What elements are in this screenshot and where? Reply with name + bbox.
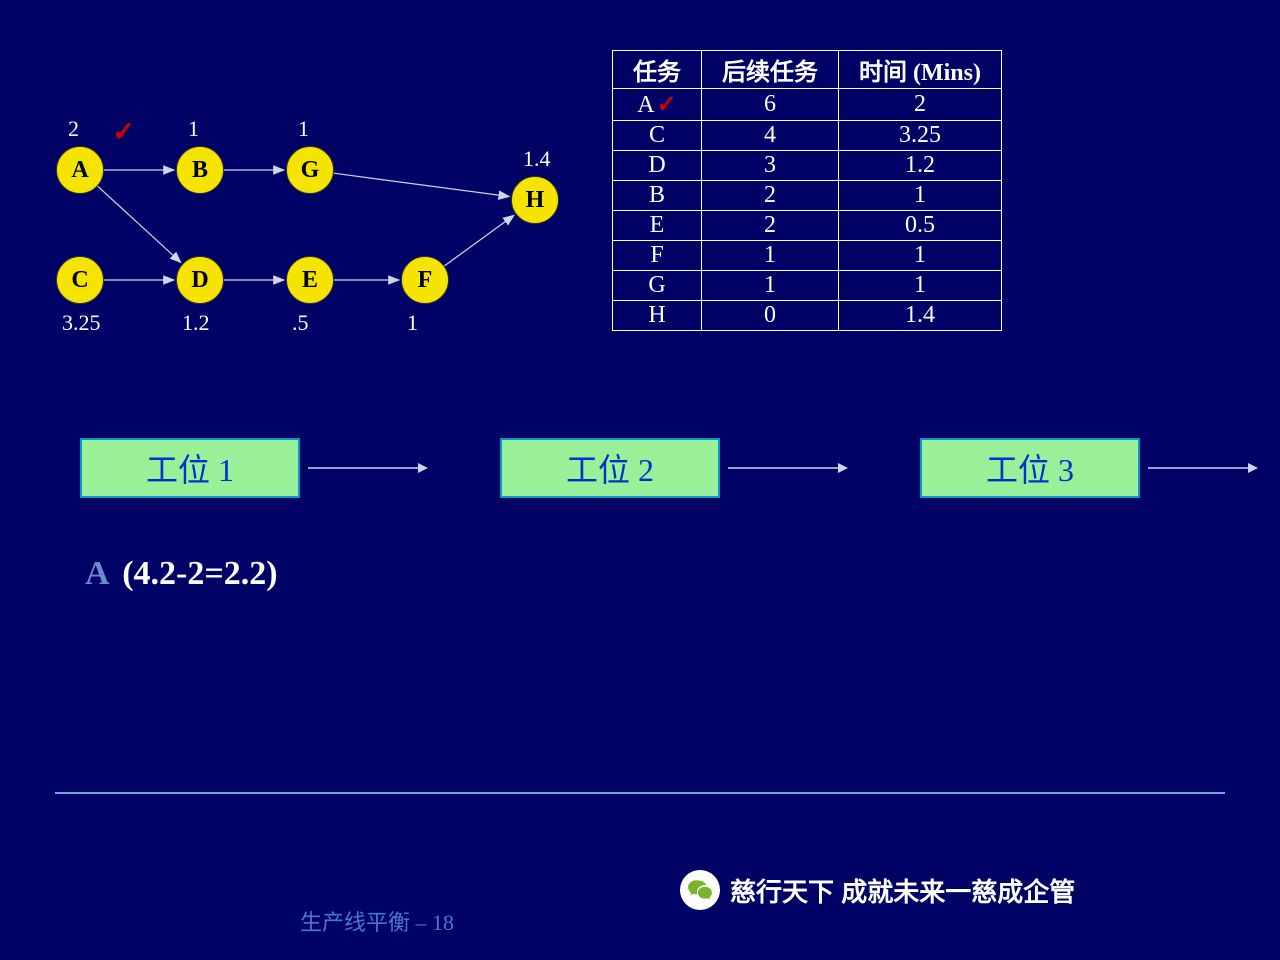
table-row: H01.4 — [613, 301, 1002, 331]
cell-task: C — [613, 121, 702, 151]
table-row: D31.2 — [613, 151, 1002, 181]
table-row: A✓62 — [613, 89, 1002, 121]
node-A: A — [56, 146, 104, 194]
footer-brand-text: 慈行天下 成就未来一慈成企管 — [730, 872, 1075, 909]
station-box-3: 工位 3 — [920, 438, 1140, 498]
wechat-icon — [680, 870, 720, 910]
edge-F-H — [444, 215, 514, 266]
cell-followers: 3 — [702, 151, 839, 181]
cell-task: B — [613, 181, 702, 211]
table-row: G11 — [613, 271, 1002, 301]
cell-time: 0.5 — [839, 211, 1002, 241]
edge-G-H — [334, 173, 509, 196]
station-arrow-1 — [308, 458, 430, 478]
table-header-1: 后续任务 — [702, 51, 839, 89]
station-box-2: 工位 2 — [500, 438, 720, 498]
node-label-G: 1 — [298, 116, 309, 142]
cell-time: 3.25 — [839, 121, 1002, 151]
cell-followers: 2 — [702, 211, 839, 241]
cell-task: E — [613, 211, 702, 241]
node-B: B — [176, 146, 224, 194]
node-label-F: 1 — [407, 310, 418, 336]
table-row: C43.25 — [613, 121, 1002, 151]
footer-brand: 慈行天下 成就未来一慈成企管 — [680, 870, 1075, 910]
calculation-text: A (4.2-2=2.2) — [85, 555, 278, 593]
footer-divider — [55, 792, 1225, 794]
node-E: E — [286, 256, 334, 304]
cell-followers: 1 — [702, 241, 839, 271]
calc-formula: (4.2-2=2.2) — [122, 555, 277, 592]
cell-time: 1 — [839, 271, 1002, 301]
cell-followers: 1 — [702, 271, 839, 301]
table-row: F11 — [613, 241, 1002, 271]
cell-time: 1.2 — [839, 151, 1002, 181]
cell-task: H — [613, 301, 702, 331]
station-arrow-3 — [1148, 458, 1260, 478]
table-header-2: 时间 (Mins) — [839, 51, 1002, 89]
cell-followers: 6 — [702, 89, 839, 121]
calc-task-letter: A — [85, 555, 108, 592]
cell-followers: 4 — [702, 121, 839, 151]
cell-task: G — [613, 271, 702, 301]
table-row: E20.5 — [613, 211, 1002, 241]
station-box-1: 工位 1 — [80, 438, 300, 498]
node-H: H — [511, 176, 559, 224]
node-label-A: 2 — [68, 116, 79, 142]
node-label-D: 1.2 — [182, 310, 210, 336]
table-row: B21 — [613, 181, 1002, 211]
footer-page-label: 生产线平衡 – 18 — [300, 905, 454, 937]
node-D: D — [176, 256, 224, 304]
node-F: F — [401, 256, 449, 304]
station-arrow-2 — [728, 458, 850, 478]
task-table: 任务后续任务时间 (Mins) A✓62C43.25D31.2B21E20.5F… — [612, 50, 1002, 331]
node-label-E: .5 — [292, 310, 309, 336]
cell-time: 1 — [839, 181, 1002, 211]
cell-followers: 2 — [702, 181, 839, 211]
cell-time: 2 — [839, 89, 1002, 121]
cell-time: 1.4 — [839, 301, 1002, 331]
check-icon-graph: ✓ — [112, 115, 135, 149]
node-label-C: 3.25 — [62, 310, 101, 336]
node-C: C — [56, 256, 104, 304]
edge-A-D — [98, 186, 181, 262]
cell-task: A✓ — [613, 89, 702, 121]
cell-task: D — [613, 151, 702, 181]
cell-time: 1 — [839, 241, 1002, 271]
node-label-B: 1 — [188, 116, 199, 142]
precedence-graph-edges — [0, 0, 600, 400]
node-label-H: 1.4 — [523, 146, 551, 172]
node-G: G — [286, 146, 334, 194]
table-header-0: 任务 — [613, 51, 702, 89]
cell-task: F — [613, 241, 702, 271]
cell-followers: 0 — [702, 301, 839, 331]
